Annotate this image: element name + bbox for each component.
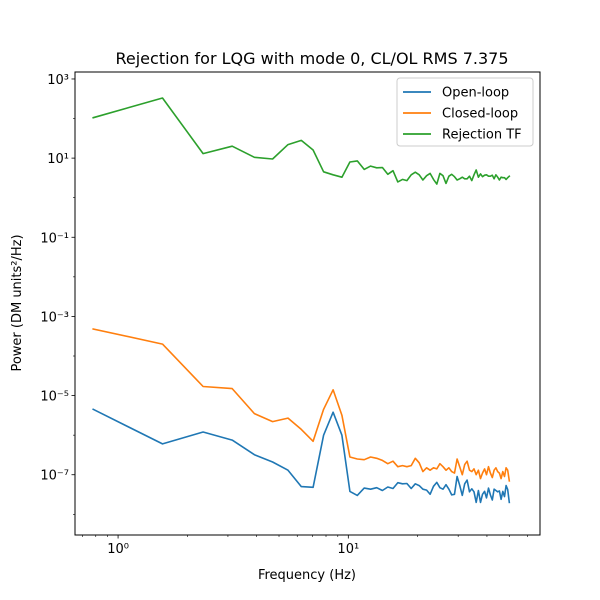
x-tick-label: 10⁰ [107,542,129,557]
y-tick-label: 10⁻³ [40,310,69,325]
y-axis: 10⁻⁷ 10⁻⁵ 10⁻³ 10⁻¹ 10¹ 10³ [40,73,75,515]
legend: Open-loop Closed-loop Rejection TF [396,77,534,147]
x-axis: 10⁰ 10¹ [82,535,528,557]
y-tick-label: 10⁻⁷ [40,469,69,484]
y-tick-label: 10⁻¹ [40,231,69,246]
legend-label: Rejection TF [442,128,522,143]
x-tick-label: 10¹ [337,542,359,557]
plot-frame [74,71,541,536]
y-tick-label: 10¹ [47,152,69,167]
legend-frame [396,77,534,147]
y-axis-label: Power (DM units²/Hz) [10,234,25,371]
y-tick-label: 10⁻⁵ [40,390,69,405]
series-line-open-loop [92,408,511,504]
series-lines [92,97,511,504]
legend-label: Open-loop [442,86,509,101]
legend-label: Closed-loop [442,107,518,122]
series-line-closed-loop [92,328,511,482]
y-tick-label: 10³ [47,73,69,88]
chart-title: Rejection for LQG with mode 0, CL/OL RMS… [115,49,508,68]
series-line-rejection-tf [92,97,511,185]
plot-area: 10⁰ 10¹ 10⁻⁷ 10⁻⁵ 10⁻³ 10⁻¹ 10¹ 10³ [40,71,541,557]
x-axis-label: Frequency (Hz) [258,568,356,583]
